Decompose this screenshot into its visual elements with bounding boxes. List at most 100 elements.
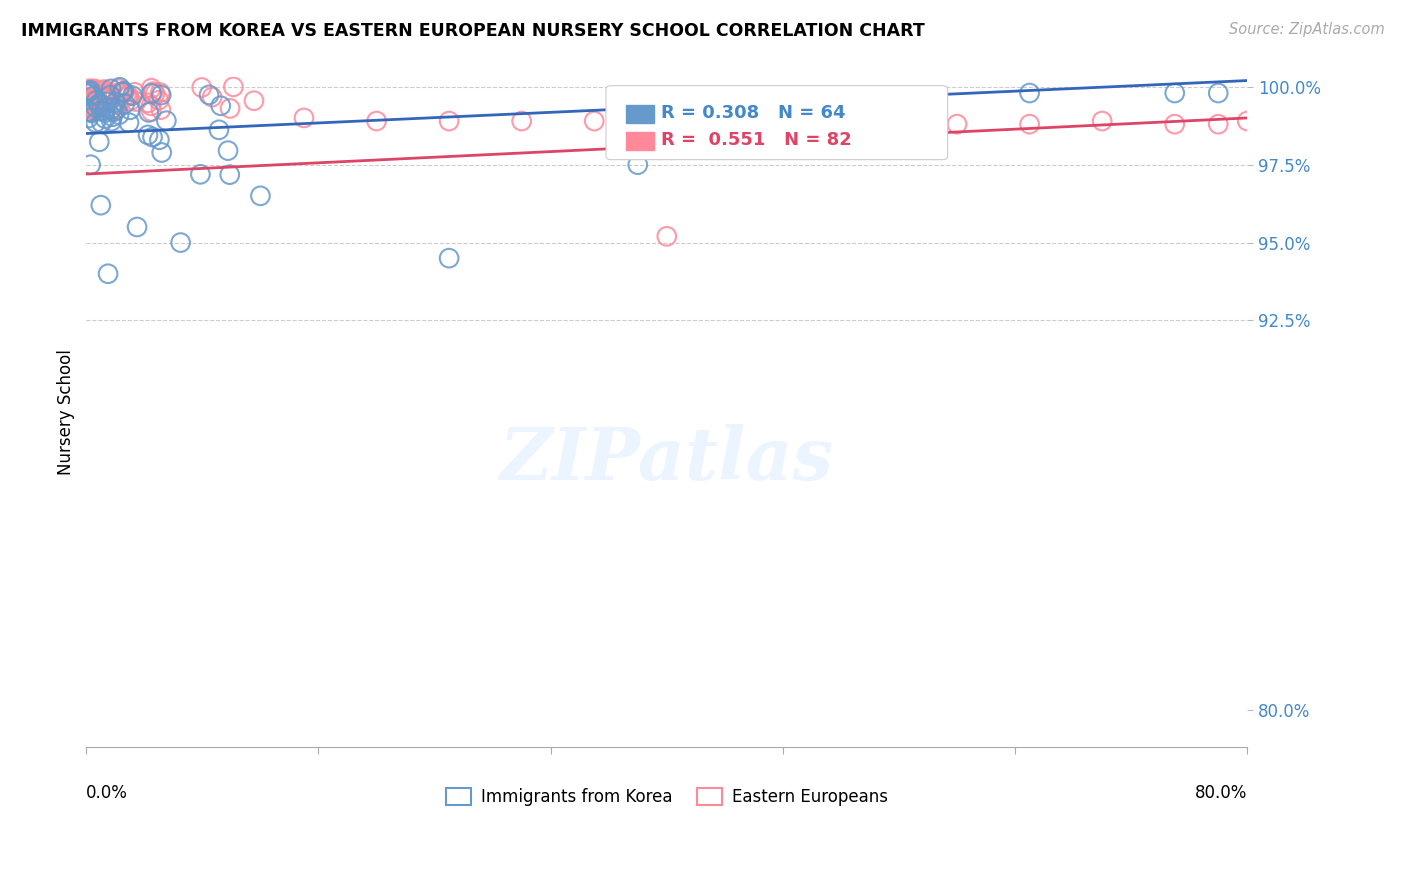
Point xyxy=(93,82,115,96)
Point xyxy=(82,91,104,105)
Point xyxy=(98,94,121,108)
Point xyxy=(84,115,107,129)
Point xyxy=(107,96,129,111)
Point xyxy=(76,87,98,101)
Point xyxy=(118,89,141,103)
Point xyxy=(141,87,163,101)
Point xyxy=(97,86,120,100)
Point xyxy=(101,110,124,124)
Point xyxy=(208,123,231,137)
Point xyxy=(112,85,135,99)
Point xyxy=(79,83,101,97)
Point xyxy=(105,97,128,112)
Point xyxy=(728,117,751,131)
Point xyxy=(1018,86,1040,100)
Point xyxy=(655,229,678,244)
Point xyxy=(101,102,124,116)
Point xyxy=(143,87,166,101)
Point xyxy=(141,130,163,145)
Point xyxy=(209,99,232,113)
Point xyxy=(1265,117,1288,131)
Point xyxy=(76,84,98,98)
Point xyxy=(80,105,103,120)
Point xyxy=(136,95,159,110)
Y-axis label: Nursery School: Nursery School xyxy=(58,350,75,475)
Point xyxy=(873,117,896,131)
Point xyxy=(100,114,122,128)
Point xyxy=(218,168,240,182)
Point xyxy=(112,86,135,100)
Point xyxy=(139,99,162,113)
Point xyxy=(101,90,124,104)
Point xyxy=(90,97,112,112)
Point xyxy=(1164,117,1187,131)
Point xyxy=(107,86,129,100)
Point xyxy=(94,90,117,104)
Point xyxy=(82,103,104,117)
Point xyxy=(104,95,127,109)
Point xyxy=(79,81,101,95)
Point xyxy=(124,85,146,99)
Point xyxy=(627,158,650,172)
Text: 0.0%: 0.0% xyxy=(86,784,128,802)
Text: R =  0.551   N = 82: R = 0.551 N = 82 xyxy=(661,131,852,149)
Point xyxy=(219,102,242,116)
Point xyxy=(1206,86,1229,100)
Point xyxy=(108,80,131,95)
Point xyxy=(243,94,266,108)
Point xyxy=(366,114,388,128)
Point xyxy=(79,158,101,172)
Text: ZIPatlas: ZIPatlas xyxy=(499,424,834,495)
Point xyxy=(94,92,117,106)
Point xyxy=(217,144,239,158)
Point xyxy=(112,84,135,98)
Point xyxy=(292,111,315,125)
Point xyxy=(136,128,159,142)
Point xyxy=(108,82,131,96)
Point xyxy=(169,235,191,250)
Point xyxy=(150,145,173,160)
Text: Source: ZipAtlas.com: Source: ZipAtlas.com xyxy=(1229,22,1385,37)
Point xyxy=(510,114,533,128)
Point xyxy=(86,102,108,116)
Point xyxy=(1236,114,1258,128)
Point xyxy=(437,251,460,265)
Point xyxy=(83,102,105,116)
Point xyxy=(100,82,122,96)
Point xyxy=(800,127,823,141)
Point xyxy=(89,135,111,149)
Point xyxy=(1091,114,1114,128)
Point xyxy=(190,167,212,181)
Point xyxy=(90,198,112,212)
Point xyxy=(98,87,121,102)
Point xyxy=(107,96,129,111)
Point xyxy=(80,106,103,120)
Point xyxy=(1164,86,1187,100)
Point xyxy=(249,189,271,203)
Point xyxy=(125,95,148,109)
Point xyxy=(148,93,170,107)
Point xyxy=(82,82,104,96)
Point xyxy=(111,85,134,99)
Point xyxy=(87,97,110,112)
Point xyxy=(222,79,245,94)
Point xyxy=(82,102,104,116)
Point xyxy=(79,84,101,98)
Point xyxy=(118,116,141,130)
Point xyxy=(155,113,177,128)
Point xyxy=(77,104,100,119)
Point xyxy=(79,94,101,108)
Point xyxy=(94,105,117,120)
Point xyxy=(105,103,128,117)
Legend: Immigrants from Korea, Eastern Europeans: Immigrants from Korea, Eastern Europeans xyxy=(439,781,894,813)
Point xyxy=(142,85,165,99)
Point xyxy=(115,88,138,103)
Point xyxy=(149,103,172,117)
Point xyxy=(76,85,98,99)
Point xyxy=(201,90,224,104)
Point xyxy=(83,103,105,118)
Point xyxy=(93,103,115,118)
Point xyxy=(120,94,142,108)
Text: 80.0%: 80.0% xyxy=(1195,784,1247,802)
Point xyxy=(118,103,141,117)
